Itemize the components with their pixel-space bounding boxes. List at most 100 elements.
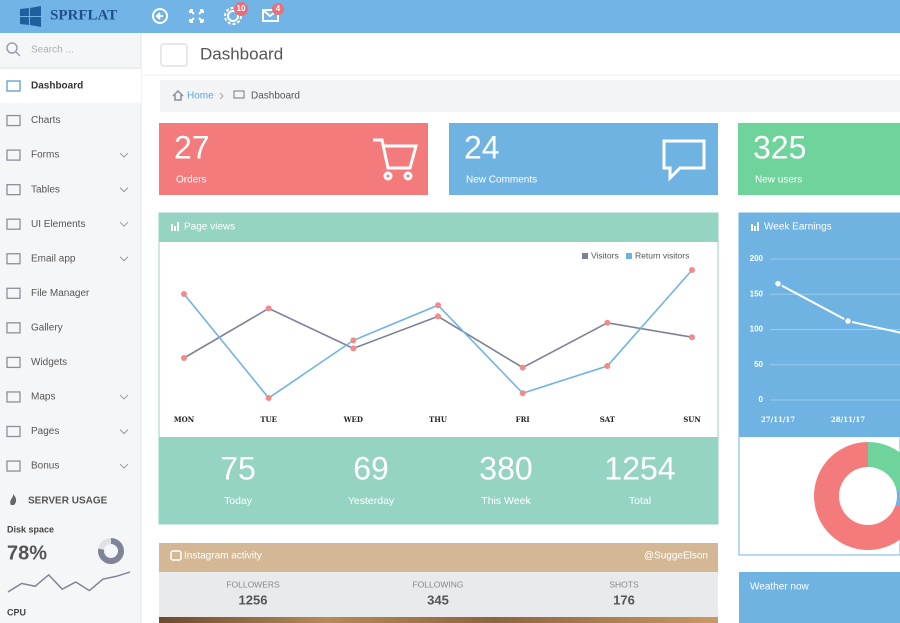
x-tick-label: 27/11/17 xyxy=(761,415,795,424)
x-tick-label: SAT xyxy=(600,415,616,424)
y-tick-label: 200 xyxy=(750,254,764,263)
fire-icon xyxy=(10,494,17,505)
breadcrumb-icon xyxy=(233,90,245,99)
menu-icon xyxy=(6,356,21,369)
legend-label: Visitors xyxy=(591,250,619,260)
breadcrumb-link[interactable]: Home xyxy=(187,91,214,102)
active-menu-bg xyxy=(0,69,141,103)
menu-icon xyxy=(6,460,21,472)
summary-bar xyxy=(159,437,718,524)
data-point xyxy=(689,267,696,273)
x-tick-label: WED xyxy=(343,415,363,424)
earnings-bg xyxy=(739,213,900,437)
stat-value: 1256 xyxy=(239,592,268,607)
summary-value: 69 xyxy=(353,450,389,486)
legend-swatch xyxy=(626,253,632,259)
camera-icon xyxy=(170,550,182,561)
chart-title: Week Earnings xyxy=(764,222,832,233)
data-point xyxy=(435,302,442,309)
menu-item[interactable]: Widgets xyxy=(31,357,67,368)
stat-value: 24 xyxy=(464,129,500,165)
menu-icon xyxy=(6,425,21,438)
label: Disk space xyxy=(7,524,54,534)
breadcrumb-current: Dashboard xyxy=(251,91,300,102)
breadcrumb-separator xyxy=(219,92,224,100)
chevron xyxy=(119,152,129,158)
menu-icon xyxy=(6,149,21,161)
brand: SPRFLAT xyxy=(50,7,117,23)
top-bar xyxy=(0,0,900,33)
data-point xyxy=(773,279,783,288)
stat-label: SHOTS xyxy=(609,579,639,589)
y-tick-label: 0 xyxy=(759,395,764,404)
search-input: Search ... xyxy=(31,45,74,56)
y-tick-label: 100 xyxy=(750,325,764,334)
menu-icon xyxy=(6,322,21,334)
data-point xyxy=(843,316,853,326)
data-point xyxy=(181,355,187,361)
stat-value: 27 xyxy=(174,129,210,165)
menu-item[interactable]: Maps xyxy=(31,392,55,403)
home-icon xyxy=(172,89,184,101)
badge xyxy=(272,3,284,15)
chevron xyxy=(119,394,129,400)
x-tick-label: 28/11/17 xyxy=(831,415,865,424)
data-point xyxy=(519,390,526,397)
comment-icon xyxy=(662,139,706,182)
menu-item[interactable]: Charts xyxy=(31,115,60,126)
stat-value: 345 xyxy=(427,592,449,607)
data-point xyxy=(604,363,611,369)
stat-value: 176 xyxy=(613,592,635,607)
data-point xyxy=(265,395,272,401)
menu-icon xyxy=(6,183,21,196)
y-tick-label: 50 xyxy=(754,360,763,369)
summary-value: 75 xyxy=(220,450,256,486)
menu-icon xyxy=(6,287,21,299)
donut-segment xyxy=(814,442,900,550)
panel-title: Weather now xyxy=(750,582,810,593)
menu-item[interactable]: Tables xyxy=(31,184,60,195)
page-icon xyxy=(160,43,188,67)
badge xyxy=(234,2,248,16)
x-tick-label: TUE xyxy=(260,415,277,424)
summary-label: Total xyxy=(629,495,651,507)
data-point xyxy=(350,345,357,352)
legend-swatch xyxy=(582,253,588,259)
menu-item[interactable]: Forms xyxy=(31,150,59,161)
menu-icon xyxy=(6,218,21,230)
menu-item[interactable]: File Manager xyxy=(31,288,90,299)
chart-icon xyxy=(751,222,759,231)
menu-item[interactable]: Pages xyxy=(31,426,59,437)
sidebar xyxy=(0,33,141,623)
handle: @SuggeElson xyxy=(644,551,708,562)
x-tick-label: MON xyxy=(174,415,195,424)
sparkline xyxy=(7,571,131,593)
menu-item[interactable]: Email app xyxy=(31,253,76,264)
badge-count: 4 xyxy=(276,4,281,13)
stat-label: New Comments xyxy=(466,175,537,186)
panel-title: Instagram activity xyxy=(184,551,262,562)
photo-strip xyxy=(159,617,718,623)
weather-panel xyxy=(739,572,900,623)
chevron xyxy=(119,256,129,262)
badge-count: 10 xyxy=(237,4,246,13)
menu-item[interactable]: UI Elements xyxy=(31,219,85,230)
menu-icon xyxy=(6,391,21,403)
data-point xyxy=(181,291,187,297)
menu-item[interactable]: Bonus xyxy=(31,461,59,472)
menu-item[interactable]: Gallery xyxy=(31,322,63,333)
panel-header xyxy=(159,213,718,242)
data-point xyxy=(265,305,272,312)
menu-item[interactable]: Dashboard xyxy=(31,81,83,92)
data-point xyxy=(519,364,526,371)
legend-label: Return visitors xyxy=(635,250,689,260)
panel-header xyxy=(159,543,718,572)
cart-icon xyxy=(373,138,418,181)
section-title: SERVER USAGE xyxy=(28,496,108,507)
y-tick-label: 150 xyxy=(750,289,764,298)
x-tick-label: SUN xyxy=(683,415,701,424)
summary-value: 380 xyxy=(479,450,532,486)
data-point xyxy=(435,313,442,320)
search-icon xyxy=(15,51,21,57)
